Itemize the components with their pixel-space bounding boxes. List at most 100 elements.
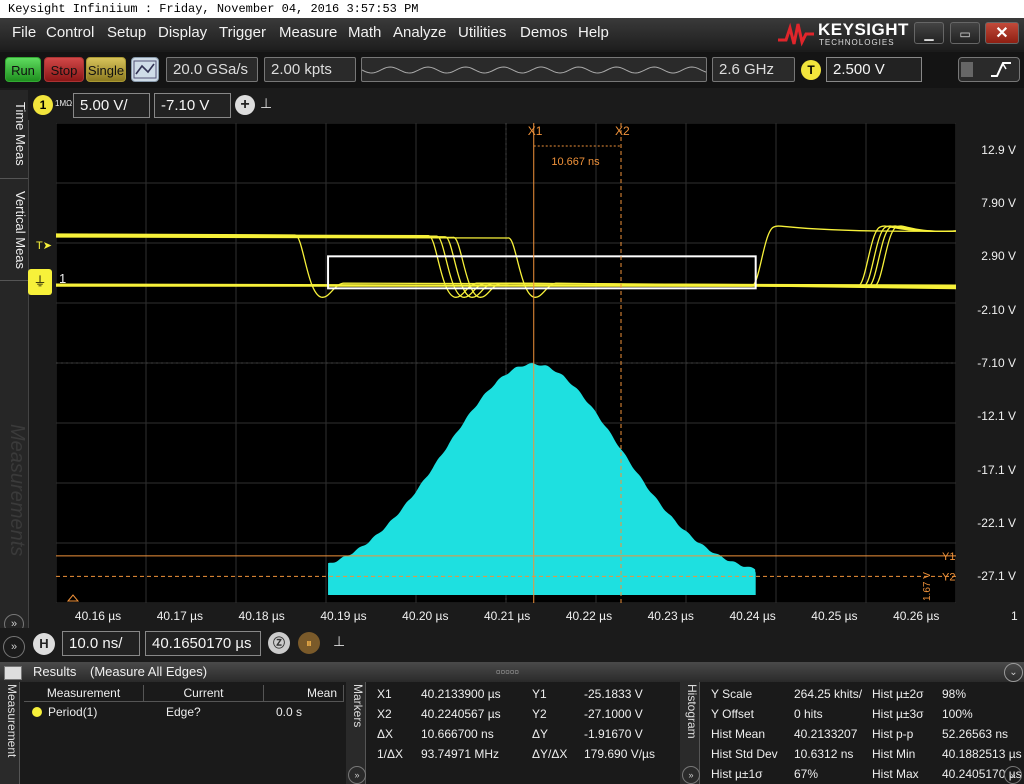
hist-key: Hist µ±2σ bbox=[872, 687, 924, 701]
cursor-x2-label: X2 bbox=[615, 124, 630, 138]
x-tick-label: 40.20 µs bbox=[402, 609, 449, 623]
marker-key: Y2 bbox=[532, 707, 547, 721]
pin-icon[interactable]: ⊥ bbox=[260, 95, 273, 111]
minimize-button[interactable]: ▁ bbox=[914, 22, 944, 44]
menu-trigger[interactable]: Trigger bbox=[219, 24, 266, 41]
hist-key: Y Scale bbox=[711, 687, 753, 701]
keysight-wave-icon bbox=[778, 22, 814, 47]
menu-display[interactable]: Display bbox=[158, 24, 208, 41]
hist-key: Hist Mean bbox=[711, 727, 766, 741]
single-button[interactable]: Single bbox=[86, 57, 126, 82]
hist-value: 40.1882513 µs bbox=[942, 747, 1022, 761]
tab-measurement[interactable]: Measurement bbox=[0, 682, 20, 784]
memory-depth-field[interactable]: 2.00 kpts bbox=[264, 57, 356, 82]
hist-key: Hist Min bbox=[872, 747, 916, 761]
row-name: Period(1) bbox=[48, 705, 98, 719]
y-tick-label: -22.1 V bbox=[977, 516, 1016, 530]
hist-value: 264.25 khits/ bbox=[794, 687, 863, 701]
pause-icon[interactable]: ⏸ bbox=[298, 632, 320, 654]
channel-marker-label: 1 bbox=[59, 271, 67, 286]
stop-button[interactable]: Stop bbox=[44, 57, 84, 82]
channel-badge[interactable]: 1 bbox=[33, 95, 53, 115]
x-tick-label: 40.26 µs bbox=[893, 609, 940, 623]
panel-scroll-icon[interactable]: » bbox=[1004, 766, 1022, 784]
horizontal-position-field[interactable]: 40.1650170 µs bbox=[145, 631, 261, 656]
channel-ground-marker[interactable]: ⏚ bbox=[28, 269, 52, 295]
menu-math[interactable]: Math bbox=[348, 24, 382, 41]
cursor-x1-label: X1 bbox=[528, 124, 543, 138]
tab-histogram[interactable]: Histogram bbox=[680, 682, 700, 784]
collapse-icon[interactable]: » bbox=[3, 636, 25, 658]
bandwidth-field[interactable]: 2.6 GHz bbox=[712, 57, 795, 82]
histogram-window-box bbox=[327, 255, 757, 290]
run-button[interactable]: Run bbox=[5, 57, 41, 82]
sample-rate-field[interactable]: 20.0 GSa/s bbox=[166, 57, 258, 82]
col-current[interactable]: Current bbox=[144, 685, 264, 702]
waveform-graph[interactable]: X1 X2 10.667 ns Y1 Y2 1.67 V bbox=[56, 123, 956, 603]
row-current: Edge? bbox=[166, 705, 201, 719]
menu-help[interactable]: Help bbox=[578, 24, 609, 41]
channel-offset-field[interactable]: -7.10 V bbox=[154, 93, 231, 118]
hist-value: 10.6312 ns bbox=[794, 747, 854, 761]
close-button[interactable]: ✕ bbox=[985, 22, 1019, 44]
tab-vertical-meas[interactable]: Vertical Meas bbox=[0, 180, 28, 281]
histogram-fill bbox=[328, 363, 756, 577]
y-tick-label: -17.1 V bbox=[977, 462, 1016, 477]
add-channel-icon[interactable]: + bbox=[235, 95, 255, 115]
zoom-icon[interactable]: Ⓩ bbox=[268, 632, 290, 654]
tab-markers[interactable]: Markers bbox=[346, 682, 366, 784]
edge-trigger-button[interactable] bbox=[958, 57, 1020, 82]
maximize-button[interactable]: ▭ bbox=[950, 22, 980, 44]
hist-key: Y Offset bbox=[711, 707, 754, 721]
autoscale-button[interactable] bbox=[131, 57, 159, 82]
marker-value: -1.91670 V bbox=[584, 727, 643, 741]
menu-analyze[interactable]: Analyze bbox=[393, 24, 447, 41]
x-tick-label: 40.22 µs bbox=[565, 609, 613, 623]
histogram-expand-icon[interactable]: » bbox=[682, 766, 700, 784]
table-row[interactable]: Period(1) Edge? 0.0 s bbox=[24, 704, 344, 722]
col-mean[interactable]: Mean bbox=[264, 685, 344, 702]
menu-bar: File Control Setup Display Trigger Measu… bbox=[0, 18, 1024, 50]
hist-key: Hist µ±1σ bbox=[711, 767, 763, 781]
y-tick-label: -7.10 V bbox=[977, 356, 1016, 370]
tab-time-meas[interactable]: Time Meas bbox=[0, 90, 28, 179]
results-collapse-icon[interactable]: ⌄ bbox=[1004, 663, 1023, 682]
channel-scale-field[interactable]: 5.00 V/ bbox=[73, 93, 150, 118]
menu-demos[interactable]: Demos bbox=[520, 24, 568, 41]
horizontal-bar: » H 10.0 ns/ 40.1650170 µs Ⓩ ⏸ ⊥ bbox=[0, 628, 1024, 660]
menu-file[interactable]: File bbox=[12, 24, 37, 41]
hist-key: Hist p-p bbox=[872, 727, 914, 741]
marker-key: ΔX bbox=[377, 727, 394, 741]
col-measurement[interactable]: Measurement bbox=[24, 685, 144, 702]
x-tick-label: 40.24 µs bbox=[729, 609, 776, 623]
pin-icon[interactable]: ⊥ bbox=[333, 633, 346, 649]
results-panel-icon[interactable] bbox=[4, 666, 22, 680]
hist-key: Hist Max bbox=[872, 767, 919, 781]
results-subtitle: (Measure All Edges) bbox=[90, 664, 208, 679]
histogram-base bbox=[328, 572, 756, 595]
drag-handle-icon[interactable]: ▫▫▫▫▫ bbox=[496, 664, 520, 679]
cursor-side-label: 1.67 V bbox=[922, 572, 933, 601]
menu-control[interactable]: Control bbox=[46, 24, 95, 41]
trigger-badge[interactable]: T bbox=[801, 60, 821, 80]
menu-measure[interactable]: Measure bbox=[279, 24, 338, 41]
menu-setup[interactable]: Setup bbox=[107, 24, 147, 41]
y-axis-labels: 12.9 V 7.90 V 2.90 V -2.10 V -7.10 V -12.1 V -… bbox=[956, 123, 1024, 603]
horizontal-badge[interactable]: H bbox=[33, 633, 55, 655]
hist-value: 52.26563 ns bbox=[942, 727, 1009, 741]
y-tick-label: -2.10 V bbox=[977, 302, 1016, 317]
marker-value: -27.1000 V bbox=[584, 707, 643, 721]
menu-utilities[interactable]: Utilities bbox=[458, 24, 507, 41]
y-tick-label: -12.1 V bbox=[977, 409, 1016, 424]
trigger-marker: T➤ bbox=[36, 240, 52, 252]
hist-value: 98% bbox=[942, 687, 967, 701]
channel-dot-icon bbox=[32, 707, 42, 717]
measurements-watermark: Measurements bbox=[6, 423, 28, 557]
horizontal-scale-field[interactable]: 10.0 ns/ bbox=[62, 631, 140, 656]
logo-sub: TECHNOLOGIES bbox=[819, 38, 895, 47]
waveform-overview[interactable] bbox=[361, 57, 707, 82]
markers-expand-icon[interactable]: » bbox=[348, 766, 366, 784]
trigger-level-field[interactable]: 2.500 V bbox=[826, 57, 922, 82]
x-tick-label: 40.19 µs bbox=[320, 609, 367, 623]
x-tick-label: 40.25 µs bbox=[811, 609, 858, 623]
